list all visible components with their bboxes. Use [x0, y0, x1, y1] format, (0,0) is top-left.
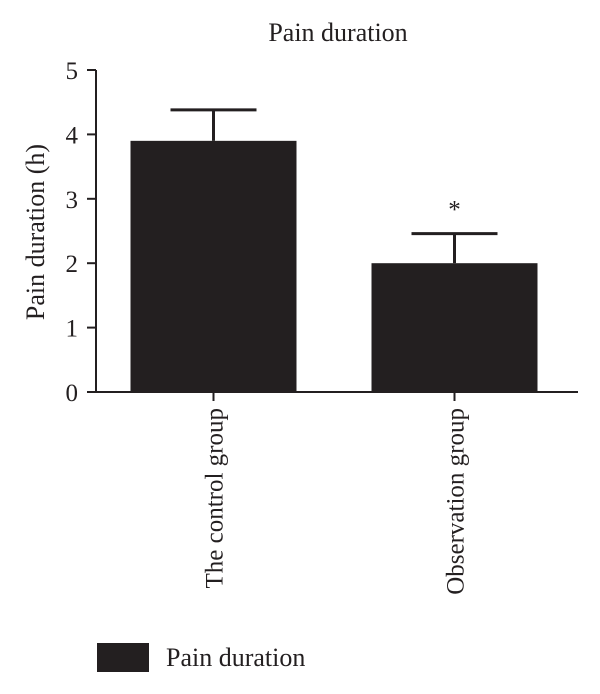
- y-tick-label: 3: [66, 187, 79, 214]
- chart-title: Pain duration: [268, 18, 407, 47]
- plot-area: * 0 1 2 3 4 5 The control group Observation gr…: [66, 58, 578, 595]
- y-tick-label: 0: [66, 380, 79, 407]
- x-ticks-group: The control group Observation group: [202, 392, 470, 595]
- y-tick-label: 1: [66, 316, 79, 343]
- bar: [130, 140, 297, 392]
- x-tick-label: Observation group: [443, 408, 470, 595]
- y-tick-label: 4: [66, 122, 79, 149]
- bars-group: [130, 140, 538, 392]
- y-tick-label: 5: [66, 58, 79, 85]
- significance-marker: *: [448, 197, 461, 224]
- legend-label: Pain duration: [166, 643, 305, 672]
- legend: Pain duration: [97, 643, 305, 672]
- legend-swatch: [97, 643, 149, 672]
- error-bars-group: [170, 108, 498, 264]
- y-tick-label: 2: [66, 251, 79, 278]
- y-axis-title: Pain duration (h): [21, 144, 50, 320]
- x-tick-label: The control group: [202, 408, 229, 589]
- y-ticks-group: 0 1 2 3 4 5: [66, 58, 96, 407]
- bar: [371, 263, 538, 392]
- annotations-group: *: [448, 197, 461, 224]
